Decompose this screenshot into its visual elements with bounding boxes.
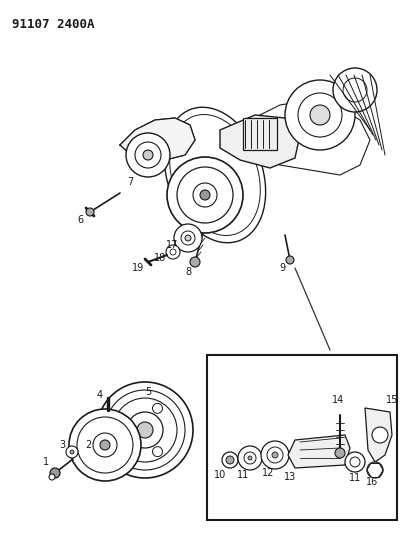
Circle shape: [49, 474, 55, 480]
Circle shape: [135, 142, 160, 168]
Text: 11: 11: [348, 473, 360, 483]
Text: 2: 2: [85, 440, 91, 450]
Text: 4: 4: [97, 390, 103, 400]
Circle shape: [152, 403, 162, 414]
Text: 7: 7: [127, 177, 133, 187]
Circle shape: [344, 452, 364, 472]
Text: 10: 10: [213, 470, 225, 480]
Circle shape: [100, 440, 110, 450]
Circle shape: [174, 224, 201, 252]
Circle shape: [166, 245, 180, 259]
Circle shape: [334, 448, 344, 458]
Circle shape: [284, 80, 354, 150]
Text: 18: 18: [154, 253, 166, 263]
Circle shape: [66, 446, 78, 458]
Polygon shape: [120, 118, 194, 160]
Circle shape: [97, 382, 192, 478]
Circle shape: [243, 452, 255, 464]
Circle shape: [170, 249, 176, 255]
Circle shape: [342, 78, 366, 102]
Circle shape: [371, 427, 387, 443]
Circle shape: [69, 409, 141, 481]
Circle shape: [152, 447, 162, 457]
Text: 17: 17: [165, 240, 178, 250]
Polygon shape: [364, 408, 391, 462]
Circle shape: [137, 422, 153, 438]
Circle shape: [77, 417, 133, 473]
Circle shape: [126, 133, 170, 177]
Circle shape: [332, 68, 376, 112]
Circle shape: [184, 235, 190, 241]
Text: 91107 2400A: 91107 2400A: [12, 18, 94, 31]
Circle shape: [237, 446, 261, 470]
Text: 9: 9: [278, 263, 284, 273]
Text: 1: 1: [43, 457, 49, 467]
Circle shape: [105, 390, 184, 470]
Circle shape: [266, 447, 282, 463]
Text: 16: 16: [365, 477, 377, 487]
Text: 15: 15: [385, 395, 397, 405]
Circle shape: [349, 457, 359, 467]
Bar: [207, 355, 396, 520]
Circle shape: [221, 452, 237, 468]
Text: 19: 19: [132, 263, 144, 273]
Polygon shape: [219, 115, 299, 168]
Circle shape: [285, 256, 293, 264]
Circle shape: [260, 441, 288, 469]
Text: 12: 12: [261, 468, 273, 478]
Circle shape: [70, 450, 74, 454]
Circle shape: [143, 150, 153, 160]
Text: 14: 14: [331, 395, 343, 405]
Text: 6: 6: [77, 215, 83, 225]
Circle shape: [127, 412, 162, 448]
Circle shape: [309, 105, 329, 125]
Circle shape: [190, 257, 200, 267]
Circle shape: [176, 167, 233, 223]
Circle shape: [50, 468, 60, 478]
Text: 11: 11: [236, 470, 249, 480]
Circle shape: [113, 398, 176, 462]
Circle shape: [297, 93, 341, 137]
Text: 13: 13: [283, 472, 296, 482]
Circle shape: [115, 425, 125, 435]
Circle shape: [271, 452, 277, 458]
Circle shape: [200, 190, 209, 200]
Polygon shape: [242, 118, 276, 150]
Circle shape: [180, 231, 194, 245]
Polygon shape: [287, 435, 349, 468]
Circle shape: [166, 157, 242, 233]
Circle shape: [86, 208, 94, 216]
Circle shape: [366, 462, 382, 478]
Text: 8: 8: [184, 267, 190, 277]
Circle shape: [225, 456, 233, 464]
Circle shape: [93, 433, 117, 457]
Text: 5: 5: [144, 387, 151, 397]
Text: 3: 3: [59, 440, 65, 450]
Circle shape: [247, 456, 251, 460]
Circle shape: [192, 183, 217, 207]
